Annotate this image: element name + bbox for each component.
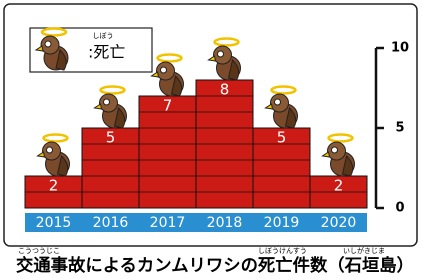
halo bbox=[329, 135, 353, 142]
halo bbox=[158, 55, 182, 62]
x-tick-label: 2018 bbox=[207, 215, 243, 231]
title-ruby: しぼうけんすう bbox=[258, 247, 307, 255]
value-label: 5 bbox=[277, 129, 287, 147]
eagle-eye bbox=[104, 99, 110, 105]
title-ruby: いしがきじま bbox=[343, 246, 385, 255]
eagle-eye bbox=[218, 51, 224, 57]
x-tick-label: 2019 bbox=[264, 215, 300, 231]
chart-title: 交通事故によるカンムリワシの死亡件数（石垣島） bbox=[16, 255, 414, 276]
title-ruby: こうつうじこ bbox=[18, 247, 60, 255]
year-strip bbox=[25, 213, 367, 232]
value-label: 8 bbox=[220, 81, 230, 99]
legend-ruby: しぼう bbox=[93, 32, 114, 40]
x-tick-label: 2015 bbox=[36, 215, 72, 231]
halo bbox=[44, 135, 68, 142]
eagle-beak bbox=[266, 104, 273, 109]
y-tick-label: 0 bbox=[395, 201, 404, 216]
value-label: 7 bbox=[163, 97, 173, 115]
y-tick-label: 10 bbox=[391, 41, 409, 56]
value-label: 2 bbox=[49, 177, 59, 195]
eagle-icon bbox=[323, 135, 355, 177]
y-tick-label: 5 bbox=[395, 121, 404, 136]
eagle-beak bbox=[38, 152, 45, 157]
eagle-beak bbox=[95, 104, 102, 109]
halo bbox=[215, 39, 239, 46]
halo bbox=[272, 87, 296, 94]
eagle-icon bbox=[38, 135, 70, 177]
eagle-eye bbox=[45, 41, 51, 47]
legend-label: :死亡 bbox=[88, 43, 125, 62]
eagle-icon bbox=[266, 87, 298, 129]
eagle-eye bbox=[47, 147, 53, 153]
eagle-beak bbox=[152, 72, 159, 77]
eagle-eye bbox=[161, 67, 167, 73]
eagle-beak bbox=[209, 56, 216, 61]
chart: しぼう :死亡 こうつうじこ しぼうけんすう いしがきじま 交通事故によるカンム… bbox=[0, 0, 422, 279]
value-label: 2 bbox=[334, 177, 344, 195]
eagle-beak bbox=[323, 152, 330, 157]
x-tick-label: 2020 bbox=[321, 215, 357, 231]
halo bbox=[101, 87, 125, 94]
x-tick-label: 2017 bbox=[150, 215, 186, 231]
eagle-eye bbox=[332, 147, 338, 153]
eagle-icon bbox=[152, 55, 184, 97]
eagle-eye bbox=[275, 99, 281, 105]
x-tick-label: 2016 bbox=[93, 215, 129, 231]
value-label: 5 bbox=[106, 129, 116, 147]
eagle-icon bbox=[209, 39, 241, 81]
eagle-icon bbox=[95, 87, 127, 129]
